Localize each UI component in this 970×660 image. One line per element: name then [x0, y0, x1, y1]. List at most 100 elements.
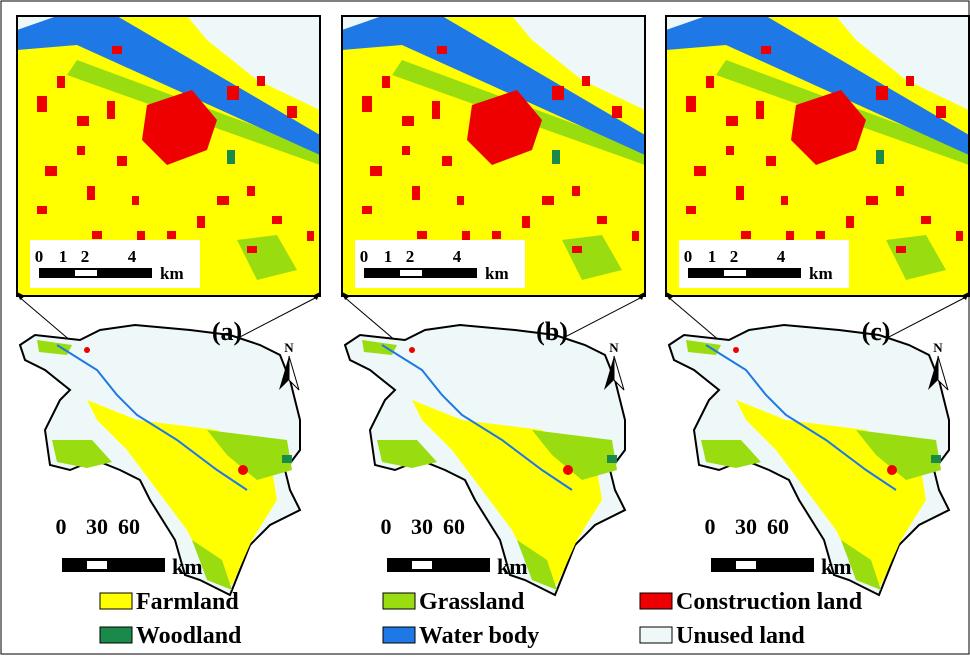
- inset-water: [342, 16, 645, 155]
- inset-settlement: [726, 146, 734, 155]
- inset-settlement: [686, 206, 696, 214]
- inset-settlement: [482, 116, 490, 126]
- grassland-area: [37, 340, 72, 355]
- inset-settlement: [921, 216, 931, 224]
- inset-settlement: [572, 246, 582, 253]
- city: [238, 465, 248, 475]
- grassland-area: [207, 430, 292, 480]
- grassland-area: [856, 430, 941, 480]
- inset-woodland: [876, 150, 884, 164]
- inset-settlement: [362, 206, 372, 214]
- inset-settlement: [806, 116, 814, 126]
- river: [705, 344, 897, 491]
- inset-settlement: [841, 116, 849, 128]
- grassland-area: [517, 540, 557, 590]
- city: [887, 465, 897, 475]
- inset-woodland: [552, 150, 560, 164]
- grassland-area: [532, 430, 617, 480]
- inset-scale-tick: 4: [453, 247, 462, 266]
- woodland-patch: [607, 455, 617, 463]
- inset-scale-tick: 4: [128, 247, 137, 266]
- map-scale-bar-white: [87, 561, 107, 569]
- inset-water: [17, 16, 320, 155]
- inset-settlement: [741, 231, 751, 239]
- arrow-head: [961, 292, 969, 300]
- map-scale-tick: 30: [735, 514, 757, 539]
- map-scale-tick: 0: [381, 514, 392, 539]
- inset-border: [16, 15, 321, 297]
- inset-settlement: [382, 76, 390, 88]
- inset-scale-tick: 1: [384, 247, 393, 266]
- inset-settlement: [167, 231, 176, 239]
- inset-scale-tick: 1: [59, 247, 68, 266]
- legend-swatch: [382, 592, 416, 610]
- inset-settlement: [92, 231, 102, 239]
- inset-settlement: [694, 166, 706, 176]
- inset-scale-tick: 0: [684, 247, 693, 266]
- north-arrow: [613, 355, 625, 391]
- inset-settlement: [552, 86, 564, 100]
- inset-settlement: [936, 106, 946, 118]
- inset-settlement: [287, 106, 297, 118]
- inset-settlement: [247, 186, 255, 196]
- arrow-head: [312, 292, 320, 300]
- inset-settlement: [462, 231, 470, 241]
- inset-settlement: [362, 96, 372, 112]
- city: [84, 347, 90, 353]
- inset-scale-tick: 2: [406, 247, 415, 266]
- inset-settlement: [412, 186, 420, 200]
- inset-scale-box: [355, 240, 525, 288]
- inset-settlement: [956, 231, 963, 241]
- inset-settlement: [846, 216, 854, 228]
- arrow-head: [17, 292, 25, 300]
- legend-label: Water body: [419, 623, 539, 649]
- inset-settlement: [896, 246, 906, 253]
- map-scale-unit: km: [821, 554, 852, 579]
- inset-settlement: [517, 116, 525, 128]
- legend-swatch: [639, 592, 673, 610]
- inset-settlement: [417, 231, 427, 239]
- grassland-area: [701, 440, 761, 468]
- north-arrow: [937, 355, 949, 391]
- inset-town: [142, 90, 217, 165]
- legend-swatch: [99, 626, 133, 644]
- inset-settlement: [816, 231, 825, 239]
- map-scale-tick: 0: [705, 514, 716, 539]
- map-scale-bar-white: [412, 561, 432, 569]
- inset-settlement: [612, 106, 622, 118]
- legend-label: Unused land: [676, 623, 805, 649]
- grassland-area: [686, 340, 721, 355]
- river: [381, 344, 573, 491]
- map-scale-tick: 60: [118, 514, 140, 539]
- north-arrow: [604, 356, 614, 390]
- map-scale-bar: [711, 558, 814, 572]
- inset-settlement: [766, 156, 776, 166]
- inset-scale-unit: km: [485, 264, 509, 283]
- inset-settlement: [45, 166, 57, 176]
- inset-scale-unit: km: [809, 264, 833, 283]
- grassland-area: [377, 440, 437, 468]
- inset-settlement: [756, 101, 764, 119]
- inset-settlement: [572, 186, 580, 196]
- inset-scale-tick: 4: [777, 247, 786, 266]
- map-scale-bar: [62, 558, 165, 572]
- map-scale-unit: km: [497, 554, 528, 579]
- woodland-patch: [931, 455, 941, 463]
- arrow-head: [637, 292, 645, 300]
- map-scale-tick: 30: [411, 514, 433, 539]
- arrow-head: [342, 292, 350, 300]
- inset-settlement: [137, 231, 145, 241]
- inset-unused: [512, 16, 645, 110]
- grassland-area: [841, 540, 881, 590]
- legend-swatch: [639, 626, 673, 644]
- map-scale-unit: km: [172, 554, 203, 579]
- inset-settlement: [522, 216, 530, 228]
- inset-scale-unit: km: [160, 264, 184, 283]
- inset-scale-tick: 0: [35, 247, 44, 266]
- city: [733, 347, 739, 353]
- inset-border: [341, 15, 646, 297]
- inset-scale-box: [30, 240, 200, 288]
- inset-scale-bar-white: [75, 270, 97, 276]
